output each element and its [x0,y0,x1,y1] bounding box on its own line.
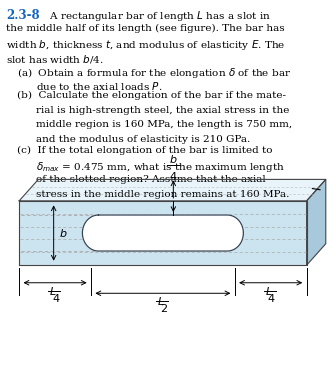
Text: $b$: $b$ [169,152,178,165]
Text: $L$: $L$ [265,285,272,297]
Text: $L$: $L$ [157,295,165,307]
Text: slot has width $b$/4.: slot has width $b$/4. [6,53,104,65]
Text: 2.3-8: 2.3-8 [6,9,40,21]
Text: $4$: $4$ [52,292,60,304]
Polygon shape [19,201,307,265]
Text: the middle half of its length (see figure). The bar has: the middle half of its length (see figur… [6,23,285,32]
Text: $4$: $4$ [169,170,177,182]
Text: (b)  Calculate the elongation of the bar if the mate-: (b) Calculate the elongation of the bar … [18,91,286,100]
Text: width $b$, thickness $t$, and modulus of elasticity $E$. The: width $b$, thickness $t$, and modulus of… [6,38,286,52]
Polygon shape [307,179,326,265]
Polygon shape [19,179,326,201]
Text: rial is high-strength steel, the axial stress in the: rial is high-strength steel, the axial s… [36,106,289,115]
Text: $\delta_{max}$ = 0.475 mm, what is the maximum length: $\delta_{max}$ = 0.475 mm, what is the m… [36,161,285,174]
Polygon shape [82,215,243,251]
Text: $b$: $b$ [59,227,68,239]
Text: $2$: $2$ [160,302,167,314]
Text: (a)  Obtain a formula for the elongation $\delta$ of the bar: (a) Obtain a formula for the elongation … [18,66,292,80]
Text: $L$: $L$ [49,285,57,297]
Text: (c)  If the total elongation of the bar is limited to: (c) If the total elongation of the bar i… [18,146,273,155]
Text: stress in the middle region remains at 160 MPa.: stress in the middle region remains at 1… [36,190,289,199]
Text: of the slotted region? Assume that the axial: of the slotted region? Assume that the a… [36,176,266,184]
Text: A rectangular bar of length $L$ has a slot in: A rectangular bar of length $L$ has a sl… [43,9,271,23]
Text: and the modulus of elasticity is 210 GPa.: and the modulus of elasticity is 210 GPa… [36,135,250,144]
Ellipse shape [211,215,243,251]
Bar [99,215,227,251]
Text: due to the axial loads $P$.: due to the axial loads $P$. [36,80,163,92]
Ellipse shape [82,215,115,251]
Text: $4$: $4$ [267,292,276,304]
Text: middle region is 160 MPa, the length is 750 mm,: middle region is 160 MPa, the length is … [36,121,292,129]
